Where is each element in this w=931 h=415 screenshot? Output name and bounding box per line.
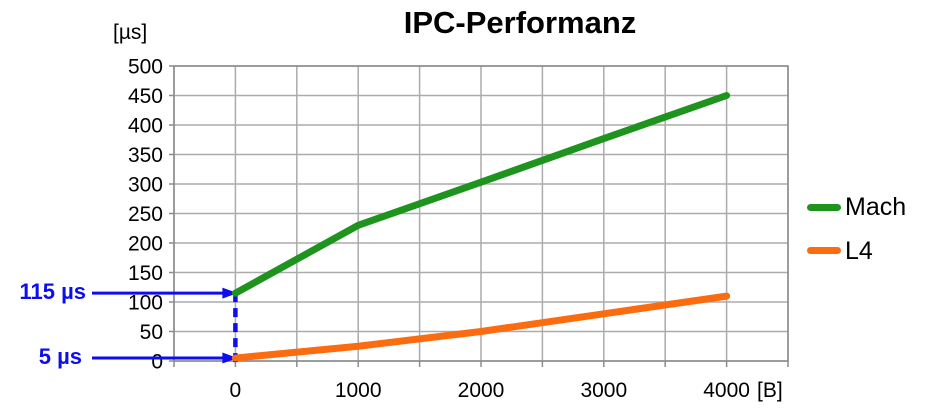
- x-axis-unit-label: [B]: [757, 379, 783, 402]
- annotation-label-5us: 5 µs: [38, 344, 82, 370]
- legend-swatch-mach: [807, 204, 841, 211]
- series-line-mach: [231, 92, 731, 297]
- x-tick-label: 2000: [458, 379, 505, 402]
- chart-title: IPC-Performanz: [403, 5, 637, 40]
- annotation-arrowhead: [222, 287, 238, 299]
- annotation-arrowhead: [222, 352, 238, 364]
- x-tick-label: 3000: [580, 379, 627, 402]
- series-line-l4: [231, 292, 731, 362]
- legend-label-l4: L4: [845, 237, 873, 265]
- y-tick-label: 200: [128, 233, 163, 256]
- y-tick-label: 100: [128, 292, 163, 315]
- y-axis-unit-label: [µs]: [113, 21, 148, 44]
- x-tick-label: 4000: [703, 379, 750, 402]
- y-tick-label: 250: [128, 203, 163, 226]
- x-tick-label: 0: [230, 379, 242, 402]
- legend-label-mach: Mach: [845, 193, 907, 221]
- y-tick-label: 500: [128, 56, 163, 79]
- y-tick-label: 50: [140, 321, 163, 344]
- y-tick-label: 300: [128, 174, 163, 197]
- y-tick-label: 150: [128, 262, 163, 285]
- x-tick-label: 1000: [335, 379, 382, 402]
- legend-swatch-l4: [807, 247, 841, 254]
- y-tick-label: 400: [128, 115, 163, 138]
- y-tick-label: 450: [128, 85, 163, 108]
- y-tick-label: 0: [151, 351, 163, 374]
- annotation-label-115us: 115 µs: [19, 279, 86, 305]
- y-tick-label: 350: [128, 144, 163, 167]
